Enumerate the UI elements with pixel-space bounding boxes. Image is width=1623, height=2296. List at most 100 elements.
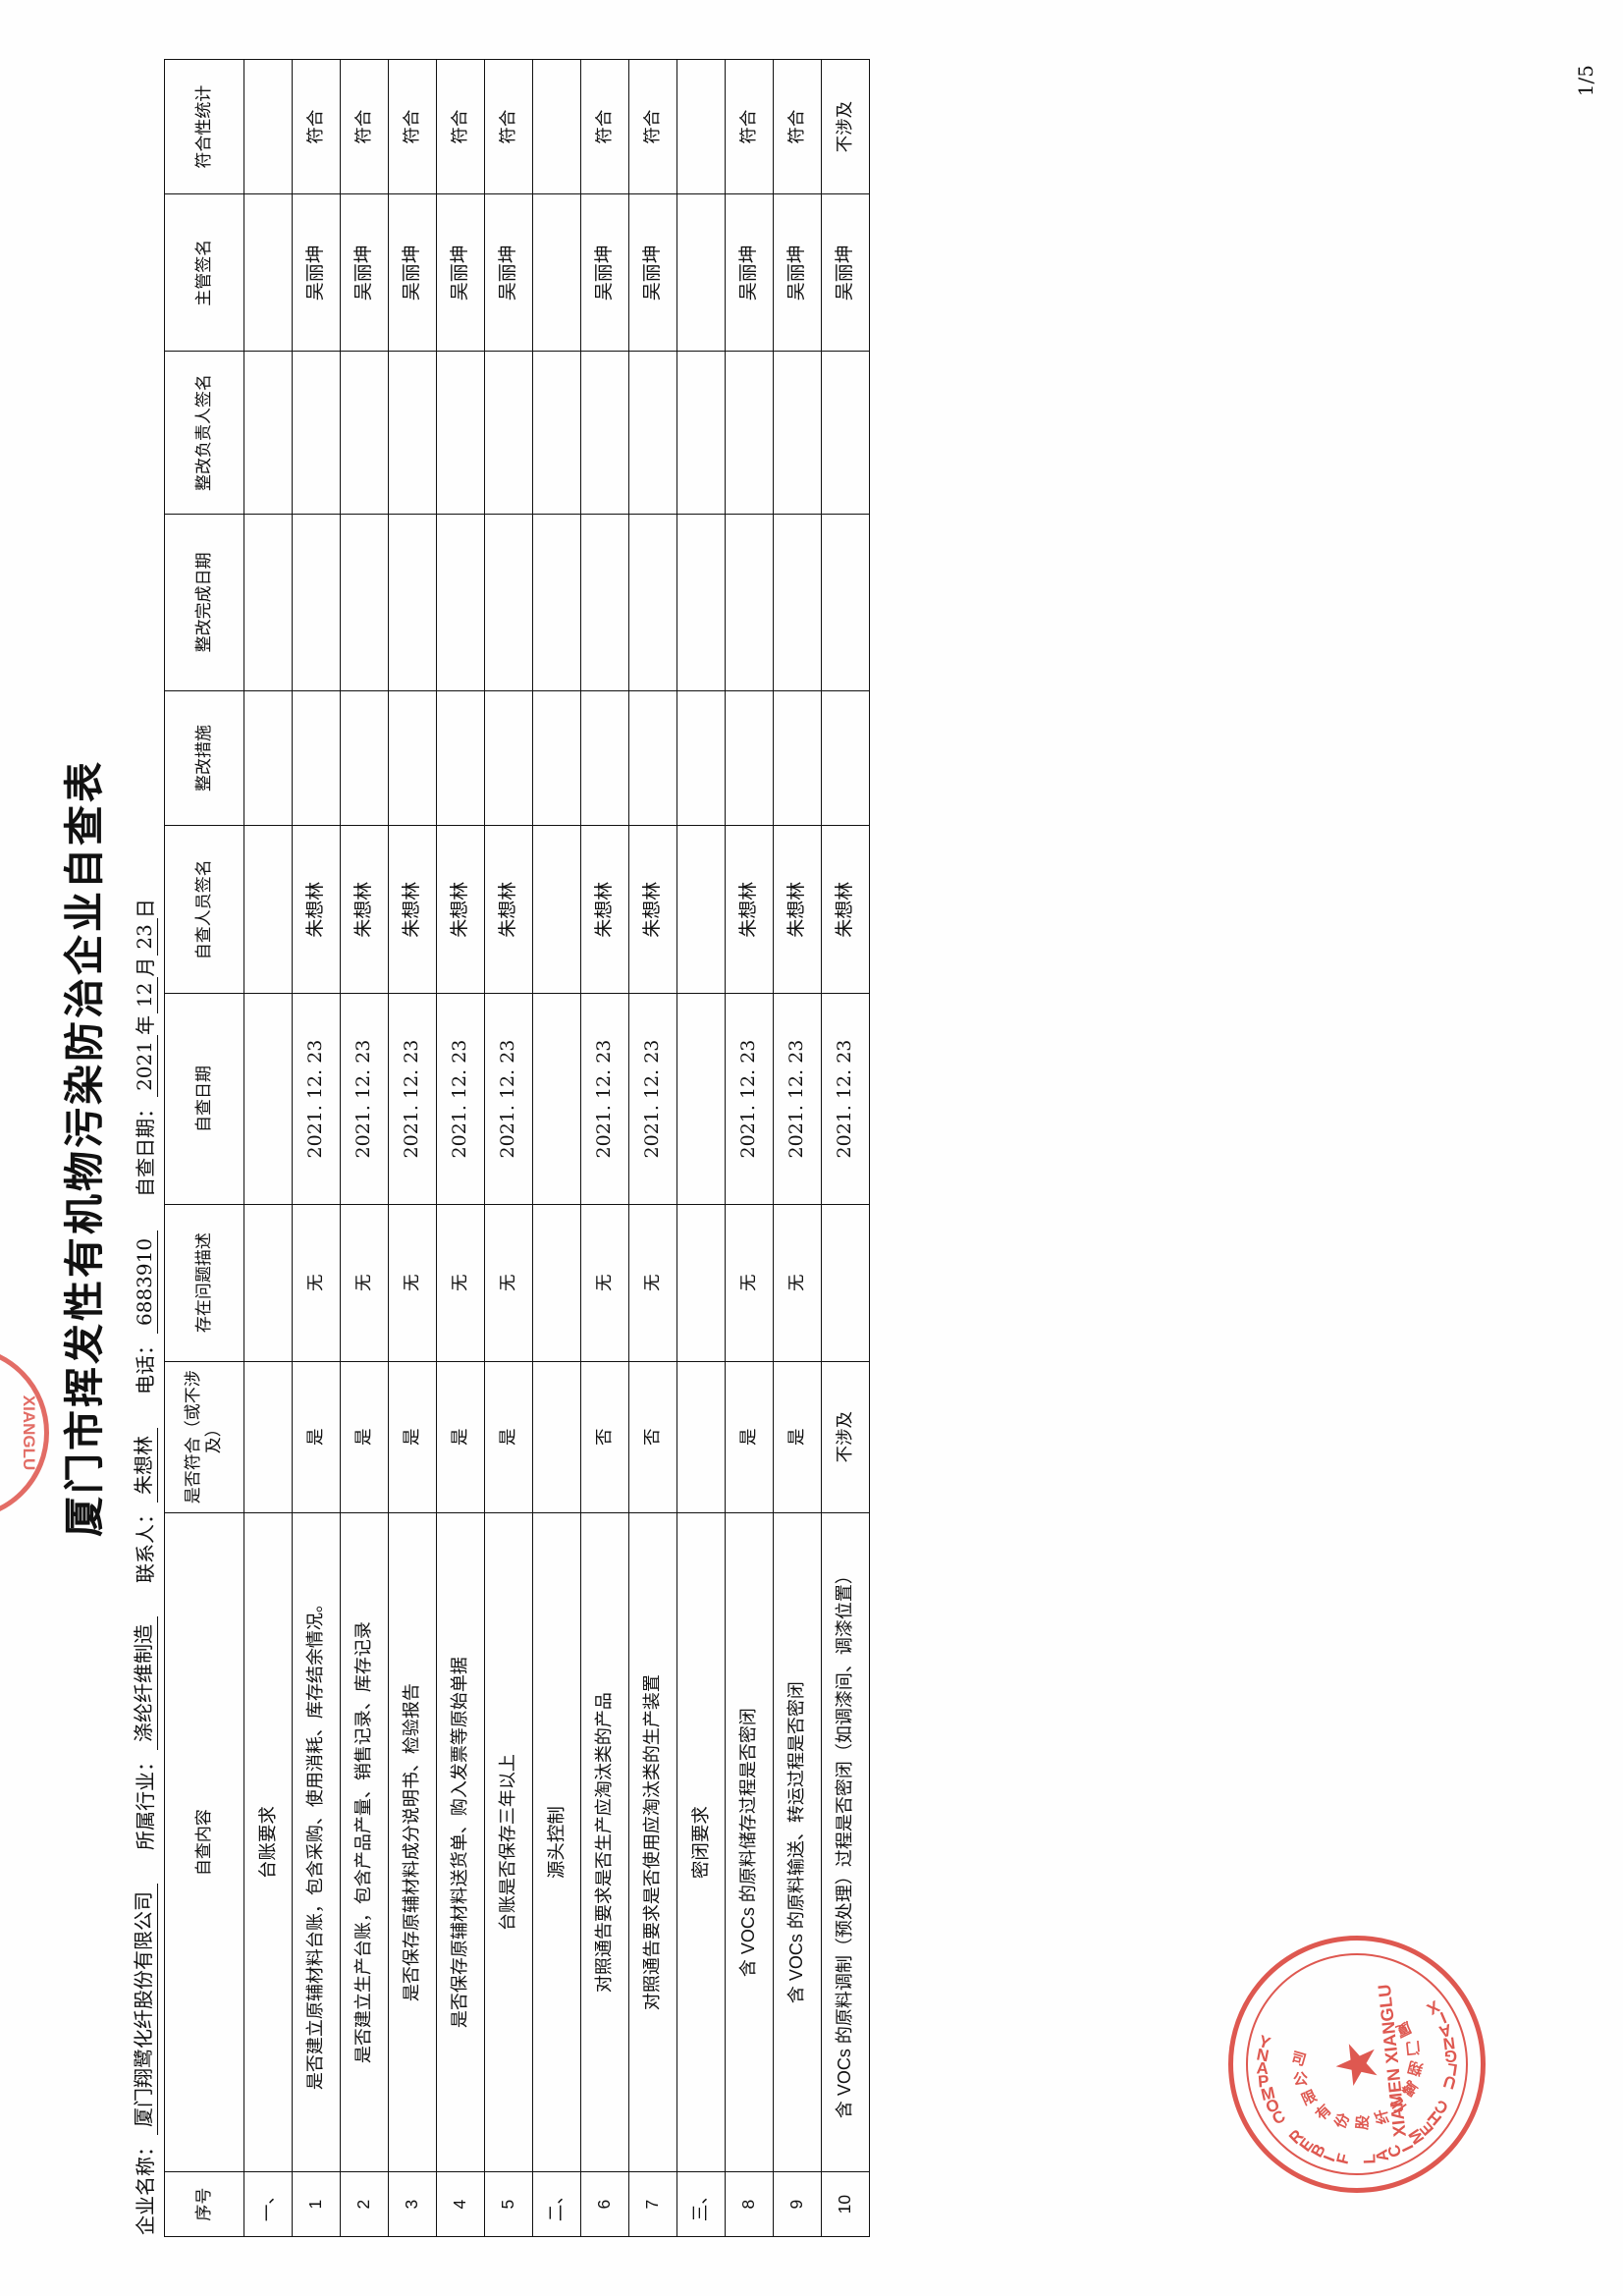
inspect-date-day: 23 xyxy=(133,918,158,956)
partial-seal: XIANGLU xyxy=(0,1345,49,1520)
row-statistics: 符合 xyxy=(484,59,533,194)
form-meta-line: 企业名称： 厦门翔鹭化纤股份有限公司 所属行业： 涤纶纤维制造 联系人： 朱想林… xyxy=(128,59,158,2235)
row-measure xyxy=(292,690,341,826)
row-no: 5 xyxy=(484,2171,533,2237)
row-conformity: 否 xyxy=(628,1361,677,1513)
row-supervisor-sign: 吴丽坤 xyxy=(725,193,774,352)
seal-inner-arc-char: 厦 xyxy=(1393,2018,1415,2040)
row-content: 是否建立原辅材料台账，包含采购、使用消耗、库存结余情况。 xyxy=(292,1512,341,2172)
row-content: 密闭要求 xyxy=(676,1512,726,2172)
row-inspector-sign: 朱想林 xyxy=(821,825,870,994)
row-inspector-sign: 朱想林 xyxy=(580,825,629,994)
row-statistics: 符合 xyxy=(340,59,389,194)
row-fix-owner-sign xyxy=(725,351,774,515)
row-fix-date xyxy=(436,514,485,691)
row-inspector-sign: 朱想林 xyxy=(628,825,677,994)
seal-inner-arc-char: 股 xyxy=(1354,2114,1373,2131)
partial-seal-text: XIANGLU xyxy=(20,1394,38,1471)
seal-inner-arc-char: 化 xyxy=(1387,2094,1411,2116)
row-inspect-date xyxy=(243,993,293,1205)
row-supervisor-sign: 吴丽坤 xyxy=(388,193,437,352)
row-measure xyxy=(773,690,822,826)
table-row: 2 是否建立生产台账，包含产品产量、销售记录、库存记录是无 2021. 12. 23… xyxy=(340,59,389,2237)
row-conformity: 是 xyxy=(725,1361,774,1513)
seal-arc-char: L xyxy=(1445,2059,1459,2080)
row-content: 对照通告要求是否使用应淘汰类的生产装置 xyxy=(628,1512,677,2172)
row-fix-date xyxy=(676,514,726,691)
row-problem xyxy=(243,1204,293,1362)
row-supervisor-sign: 吴丽坤 xyxy=(292,193,341,352)
row-fix-date xyxy=(773,514,822,691)
row-conformity xyxy=(676,1361,726,1513)
row-measure xyxy=(676,690,726,826)
row-no: 7 xyxy=(628,2171,677,2237)
row-content: 含 VOCs 的原料储存过程是否密闭 xyxy=(725,1512,774,2172)
header-fix-date: 整改完成日期 xyxy=(164,514,244,691)
row-conformity xyxy=(532,1361,581,1513)
row-statistics: 符合 xyxy=(580,59,629,194)
row-inspector-sign: 朱想林 xyxy=(292,825,341,994)
row-fix-date xyxy=(243,514,293,691)
seal-arc-char: E xyxy=(1295,2134,1318,2156)
header-statistics: 符合性统计 xyxy=(164,59,244,194)
seal-arc-char: A xyxy=(1436,2020,1454,2042)
row-measure xyxy=(821,690,870,826)
row-problem: 无 xyxy=(292,1204,341,1362)
row-conformity: 否 xyxy=(580,1361,629,1513)
row-problem: 无 xyxy=(725,1204,774,1362)
inspect-date-month: 12 xyxy=(133,976,158,1014)
table-body: 一、 台账要求 1 是否建立原辅材料台账，包含采购、使用消耗、库存结余情况。是无 202… xyxy=(243,59,870,2237)
row-no: 9 xyxy=(773,2171,822,2237)
table-row: 7 对照通告要求是否使用应淘汰类的生产装置否无 2021. 12. 23 朱想林 吴丽坤… xyxy=(628,59,677,2237)
row-problem xyxy=(532,1204,581,1362)
row-no: 三、 xyxy=(676,2171,726,2237)
row-content: 对照通告要求是否生产应淘汰类的产品 xyxy=(580,1512,629,2172)
table-row: 3 是否保存原辅材料成分说明书、检验报告是无 2021. 12. 23 朱想林 吴丽坤符… xyxy=(388,59,437,2237)
row-inspect-date: 2021. 12. 23 xyxy=(292,993,341,1205)
row-inspect-date: 2021. 12. 23 xyxy=(821,993,870,1205)
row-fix-owner-sign xyxy=(773,351,822,515)
seal-arc-char: I xyxy=(1320,2153,1339,2164)
row-statistics: 符合 xyxy=(292,59,341,194)
page-title: 厦门市挥发性有机物污染防治企业自查表 xyxy=(61,759,108,1537)
row-problem: 无 xyxy=(773,1204,822,1362)
row-content: 是否建立生产台账，包含产品产量、销售记录、库存记录 xyxy=(340,1512,389,2172)
header-inspect-date: 自查日期 xyxy=(164,993,244,1205)
row-conformity: 是 xyxy=(340,1361,389,1513)
row-content: 台账是否保存三年以上 xyxy=(484,1512,533,2172)
seal-inner-arc-char: 有 xyxy=(1313,2101,1335,2124)
row-fix-date xyxy=(821,514,870,691)
inspect-date-day-unit: 日 xyxy=(135,899,157,919)
seal-inner-arc-char: 司 xyxy=(1289,2049,1309,2070)
row-inspector-sign: 朱想林 xyxy=(340,825,389,994)
row-inspect-date: 2021. 12. 23 xyxy=(580,993,629,1205)
row-fix-owner-sign xyxy=(580,351,629,515)
row-inspect-date xyxy=(532,993,581,1205)
row-no: 二、 xyxy=(532,2171,581,2237)
row-problem: 无 xyxy=(388,1204,437,1362)
row-no: 6 xyxy=(580,2171,629,2237)
row-supervisor-sign: 吴丽坤 xyxy=(628,193,677,352)
seal-inner-arc-char: 门 xyxy=(1404,2038,1422,2056)
self-inspection-table: 序号 自查内容 是否符合（或不涉及） 存在问题描述 自查日期 自查人员签名 整改… xyxy=(164,59,870,2237)
page-number: 1/5 xyxy=(1574,65,1597,97)
row-supervisor-sign: 吴丽坤 xyxy=(773,193,822,352)
header-measure: 整改措施 xyxy=(164,690,244,826)
seal-arc-char: O xyxy=(1263,2095,1282,2117)
row-no: 10 xyxy=(821,2171,870,2237)
row-measure xyxy=(532,690,581,826)
row-measure xyxy=(725,690,774,826)
table-row: 三、 密闭要求 xyxy=(676,59,726,2237)
seal-arc-char: Y xyxy=(1256,2031,1273,2053)
row-content: 是否保存原辅材料送货单、购入发票等原始单据 xyxy=(436,1512,485,2172)
table-row: 一、 台账要求 xyxy=(243,59,293,2237)
seal-arc-char: N xyxy=(1441,2033,1457,2053)
seal-arc-char: F xyxy=(1332,2151,1354,2166)
row-content: 台账要求 xyxy=(243,1512,293,2172)
row-inspect-date: 2021. 12. 23 xyxy=(388,993,437,1205)
contact-value: 朱想林 xyxy=(128,1428,158,1503)
contact-label: 联系人： xyxy=(135,1504,157,1583)
row-fix-date xyxy=(628,514,677,691)
